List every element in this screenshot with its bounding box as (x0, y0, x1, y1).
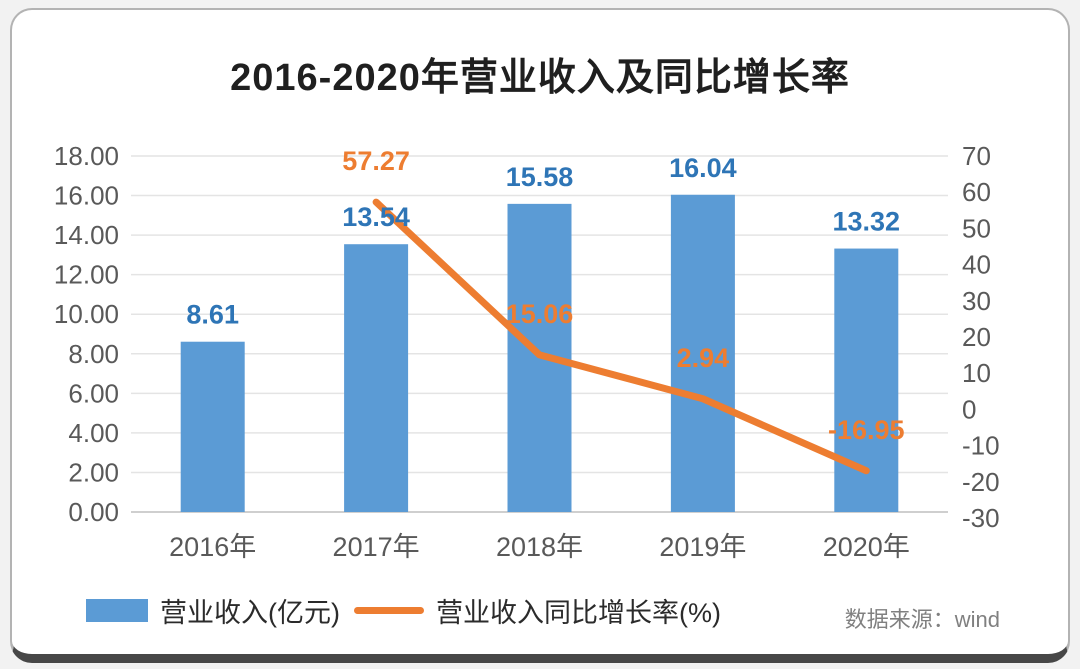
x-axis-label: 2019年 (659, 532, 746, 562)
legend-label-revenue: 营业收入(亿元) (160, 598, 340, 628)
y-axis-tick-left: 2.00 (68, 457, 119, 487)
y-axis-tick-right: -30 (962, 503, 1000, 533)
y-axis-tick-right: -10 (962, 431, 1000, 461)
y-axis-tick-left: 12.00 (54, 260, 119, 290)
chart-title: 2016-2020年营业收入及同比增长率 (230, 57, 850, 99)
revenue-bar (670, 194, 735, 512)
y-axis-tick-right: 20 (962, 322, 991, 352)
revenue-bar (344, 244, 409, 512)
x-axis-label: 2017年 (333, 532, 420, 562)
y-axis-tick-left: 18.00 (54, 141, 119, 171)
bar-value-label: 8.61 (186, 300, 239, 330)
line-value-label: 2.94 (677, 343, 730, 373)
y-axis-tick-left: 4.00 (68, 418, 119, 448)
y-axis-tick-right: 60 (962, 177, 991, 207)
legend-item-revenue: 营业收入(亿元) (86, 591, 340, 630)
y-axis-tick-left: 8.00 (68, 339, 119, 369)
bar-value-label: 13.32 (833, 207, 901, 237)
y-axis-tick-right: 70 (962, 141, 991, 171)
line-value-label: 15.06 (506, 299, 574, 329)
y-axis-tick-right: -20 (962, 467, 1000, 497)
x-axis-label: 2018年 (496, 532, 583, 562)
line-value-label: 57.27 (342, 146, 410, 176)
y-axis-tick-left: 0.00 (68, 497, 119, 527)
y-axis-tick-right: 0 (962, 394, 976, 424)
growth-line (372, 198, 870, 475)
legend-label-growth: 营业收入同比增长率(%) (435, 598, 721, 628)
y-axis-tick-right: 40 (962, 250, 991, 280)
line-value-label: -16.95 (828, 415, 905, 445)
bar-value-label: 15.58 (506, 162, 574, 192)
legend-item-growth: 营业收入同比增长率(%) (353, 591, 721, 630)
x-axis-label: 2020年 (823, 532, 910, 562)
revenue-bar-swatch-icon (86, 599, 148, 622)
y-axis-tick-right: 10 (962, 358, 991, 388)
bar-value-label: 13.54 (342, 202, 410, 232)
chart-legend: 营业收入(亿元) 营业收入同比增长率(%) (86, 591, 721, 630)
bar-value-label: 16.04 (669, 153, 737, 183)
y-axis-tick-left: 16.00 (54, 181, 119, 211)
revenue-bar (180, 341, 245, 512)
x-axis-label: 2016年 (169, 532, 256, 562)
y-axis-tick-right: 50 (962, 213, 991, 243)
growth-line-swatch-icon (353, 607, 424, 614)
y-axis-tick-left: 10.00 (54, 299, 119, 329)
y-axis-tick-left: 6.00 (68, 378, 119, 408)
y-axis-tick-right: 30 (962, 286, 991, 316)
data-source-note: 数据来源：wind (844, 607, 1000, 632)
y-axis-tick-left: 14.00 (54, 220, 119, 250)
